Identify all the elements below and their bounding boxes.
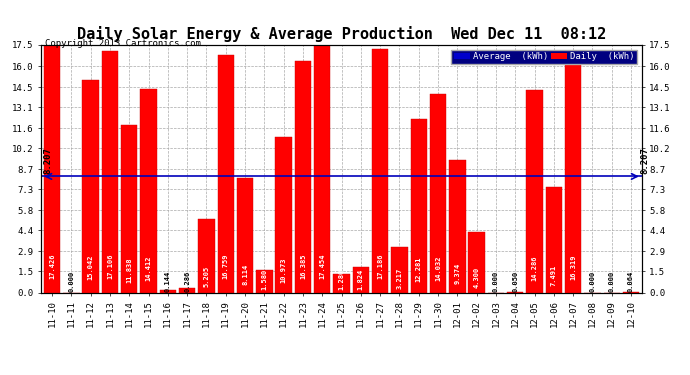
Title: Daily Solar Energy & Average Production  Wed Dec 11  08:12: Daily Solar Energy & Average Production … (77, 27, 607, 42)
Text: 17.186: 17.186 (377, 254, 383, 279)
Text: 7.491: 7.491 (551, 264, 557, 286)
Text: 8.114: 8.114 (242, 264, 248, 285)
Text: 3.217: 3.217 (397, 267, 402, 289)
Text: 0.144: 0.144 (165, 271, 171, 292)
Text: 14.286: 14.286 (531, 255, 538, 281)
Bar (391, 247, 408, 292)
Text: 0.000: 0.000 (609, 271, 615, 292)
Text: 0.000: 0.000 (589, 271, 595, 292)
Bar (179, 288, 195, 292)
Bar (140, 88, 157, 292)
Bar (353, 267, 369, 292)
Bar (43, 46, 60, 292)
Text: 17.454: 17.454 (319, 253, 325, 279)
Text: 14.032: 14.032 (435, 256, 441, 281)
Text: 17.426: 17.426 (49, 253, 55, 279)
Text: 16.759: 16.759 (223, 254, 229, 279)
Bar (411, 119, 427, 292)
Bar (314, 46, 331, 292)
Text: 1.824: 1.824 (358, 268, 364, 290)
Bar (565, 62, 582, 292)
Text: 10.973: 10.973 (281, 258, 286, 284)
Bar (546, 186, 562, 292)
Bar (82, 80, 99, 292)
Bar (275, 137, 292, 292)
Text: 12.281: 12.281 (416, 257, 422, 282)
Bar (217, 56, 234, 292)
Bar (101, 51, 118, 292)
Text: 16.385: 16.385 (300, 254, 306, 279)
Bar (121, 125, 137, 292)
Text: 17.106: 17.106 (107, 254, 113, 279)
Bar (430, 94, 446, 292)
Text: 4.300: 4.300 (473, 267, 480, 288)
Text: 0.000: 0.000 (493, 271, 499, 292)
Text: 0.000: 0.000 (68, 271, 75, 292)
Text: Copyright 2013 Cartronics.com: Copyright 2013 Cartronics.com (45, 39, 201, 48)
Text: 8.207: 8.207 (43, 147, 52, 174)
Text: 8.207: 8.207 (640, 147, 649, 174)
Bar (256, 270, 273, 292)
Bar (237, 178, 253, 292)
Bar (333, 274, 350, 292)
Text: 15.042: 15.042 (88, 255, 94, 280)
Bar (295, 61, 311, 292)
Text: 16.319: 16.319 (570, 254, 576, 279)
Bar (526, 90, 543, 292)
Bar (469, 232, 485, 292)
Bar (449, 160, 466, 292)
Text: 1.580: 1.580 (262, 269, 267, 290)
Text: 5.205: 5.205 (204, 266, 210, 287)
Text: 9.374: 9.374 (454, 263, 460, 285)
Text: 0.064: 0.064 (628, 271, 634, 292)
Bar (198, 219, 215, 292)
Text: 11.838: 11.838 (126, 257, 132, 283)
Bar (372, 50, 388, 292)
Legend: Average  (kWh), Daily  (kWh): Average (kWh), Daily (kWh) (451, 50, 637, 64)
Bar (159, 291, 176, 292)
Text: 0.286: 0.286 (184, 271, 190, 292)
Text: 1.280: 1.280 (339, 269, 344, 290)
Text: 0.050: 0.050 (512, 271, 518, 292)
Text: 14.412: 14.412 (146, 255, 152, 281)
